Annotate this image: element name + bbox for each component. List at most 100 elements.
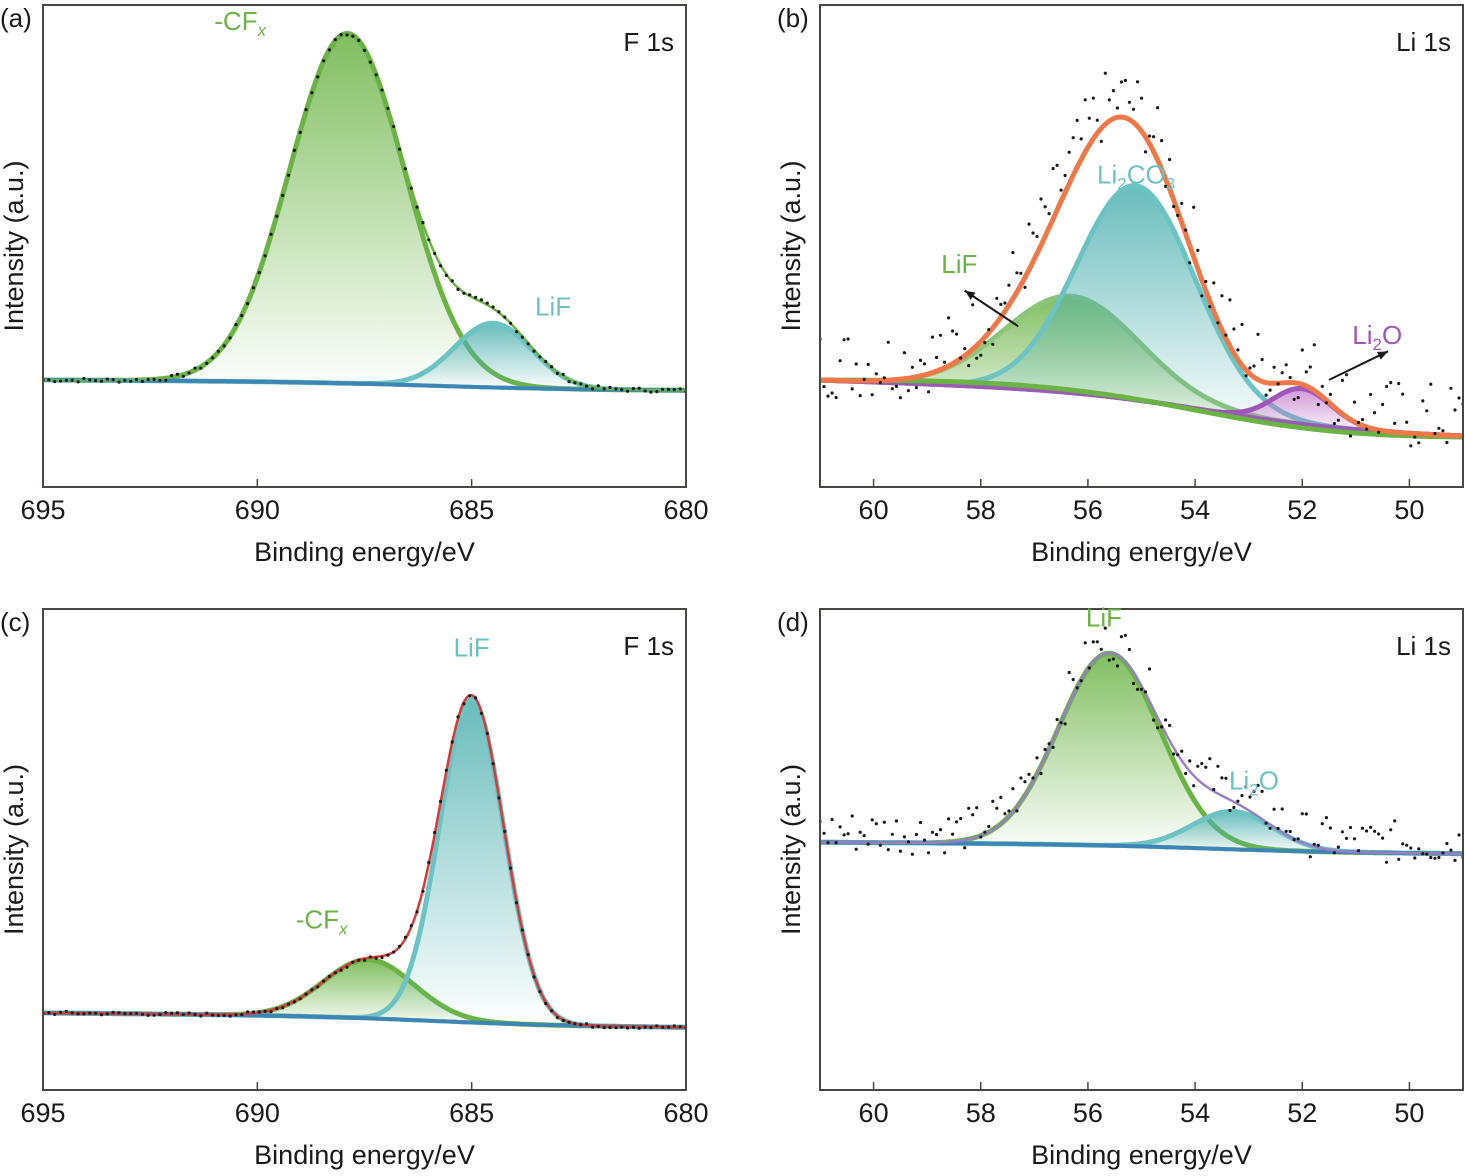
- data-point: [1224, 333, 1228, 337]
- data-point: [1188, 261, 1192, 265]
- data-point: [368, 60, 372, 64]
- data-point: [608, 385, 612, 389]
- data-point: [1168, 723, 1172, 728]
- data-point: [1164, 718, 1168, 722]
- data-point: [1232, 805, 1236, 810]
- data-point: [672, 1024, 676, 1028]
- data-point: [514, 330, 519, 334]
- data-point: [886, 848, 890, 852]
- data-point: [53, 380, 57, 384]
- data-point: [1039, 771, 1043, 776]
- x-axis-title: Binding energy/eV: [1031, 537, 1252, 567]
- data-point: [263, 254, 267, 258]
- data-point: [76, 380, 80, 384]
- data-point: [58, 379, 63, 383]
- data-point: [514, 901, 519, 905]
- data-point: [380, 88, 384, 92]
- data-point: [53, 1012, 57, 1017]
- data-point: [882, 820, 886, 824]
- data-point: [351, 34, 355, 38]
- data-point: [1119, 635, 1123, 639]
- data-point: [862, 377, 866, 381]
- data-point: [1457, 833, 1461, 837]
- data-point: [655, 1024, 659, 1028]
- data-point: [1059, 721, 1063, 725]
- data-point: [1421, 399, 1425, 403]
- data-point: [878, 381, 882, 385]
- data-point: [1232, 327, 1236, 331]
- panel-c: 695 690 685 680 Binding energy/eV Intensity (…: [0, 607, 709, 1170]
- data-point: [1119, 80, 1123, 84]
- data-point: [1095, 640, 1099, 644]
- peak-label: -CFx: [214, 6, 266, 40]
- data-point: [661, 1025, 665, 1029]
- data-point: [456, 287, 460, 291]
- data-point: [1453, 408, 1457, 412]
- x-axis-title: Binding energy/eV: [254, 537, 475, 567]
- data-point: [1204, 765, 1208, 769]
- data-point: [1284, 829, 1288, 833]
- data-point: [1083, 98, 1087, 102]
- data-point: [979, 835, 983, 839]
- data-point: [409, 924, 413, 928]
- data-point: [550, 1009, 554, 1013]
- data-point: [304, 992, 308, 996]
- data-point: [1196, 764, 1200, 768]
- data-point: [234, 323, 238, 327]
- data-point: [257, 271, 261, 275]
- data-point: [1449, 848, 1453, 852]
- data-point: [117, 1011, 121, 1015]
- data-point: [433, 830, 437, 835]
- data-point: [914, 832, 919, 837]
- data-point: [251, 286, 255, 290]
- data-point: [939, 828, 943, 832]
- data-point: [345, 33, 349, 37]
- data-point: [1168, 157, 1172, 162]
- data-point: [561, 1019, 565, 1023]
- data-point: [1344, 373, 1349, 377]
- data-point: [117, 380, 121, 384]
- data-point: [111, 378, 115, 382]
- data-point: [620, 388, 624, 392]
- data-point: [959, 356, 963, 360]
- x-tick-label: 54: [1180, 1098, 1210, 1128]
- x-tick-label: 680: [663, 1098, 708, 1128]
- data-point: [503, 315, 507, 319]
- data-point: [140, 1012, 144, 1016]
- data-point: [158, 1012, 162, 1017]
- data-point: [158, 378, 162, 382]
- data-point: [304, 108, 308, 112]
- plot-area: [820, 71, 1463, 448]
- data-point: [878, 843, 882, 847]
- data-point: [1208, 305, 1212, 309]
- data-point: [842, 338, 846, 342]
- data-point: [509, 321, 513, 325]
- data-point: [474, 696, 478, 700]
- data-point: [1393, 819, 1397, 823]
- data-point: [427, 860, 431, 865]
- data-point: [1147, 134, 1152, 138]
- data-point: [263, 1009, 267, 1013]
- data-point: [1276, 826, 1280, 831]
- x-tick-label: 60: [859, 1098, 889, 1128]
- data-point: [1184, 228, 1188, 232]
- data-point: [1248, 366, 1252, 370]
- data-point: [898, 849, 903, 853]
- data-point: [1304, 370, 1308, 374]
- data-point: [1079, 137, 1083, 141]
- data-point: [357, 38, 361, 43]
- component-fill-lif: [820, 653, 1463, 854]
- data-point: [47, 1011, 51, 1015]
- data-point: [1373, 829, 1377, 833]
- data-point: [890, 832, 894, 836]
- data-point: [538, 355, 542, 359]
- peak-label: LiF: [941, 249, 977, 279]
- data-point: [834, 395, 838, 400]
- data-point: [1135, 80, 1140, 84]
- data-point: [1184, 771, 1188, 776]
- data-point: [479, 711, 483, 715]
- data-point: [838, 825, 842, 829]
- data-point: [830, 817, 834, 822]
- data-point: [910, 852, 915, 856]
